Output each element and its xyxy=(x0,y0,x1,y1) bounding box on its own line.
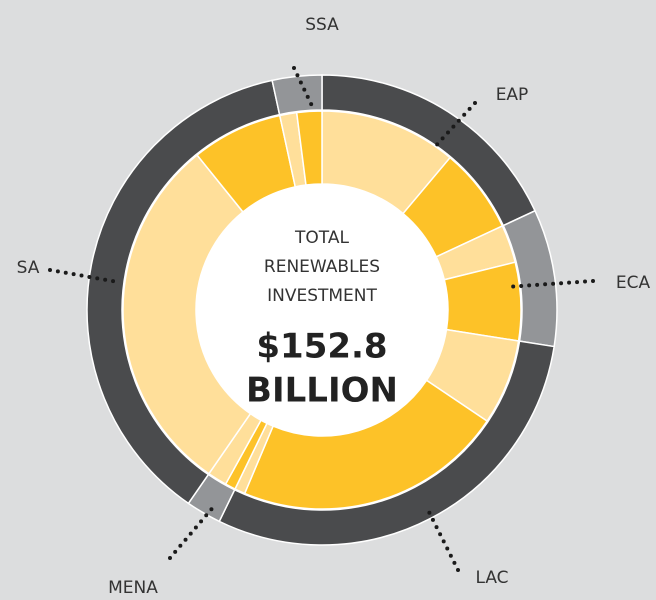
leader-line xyxy=(426,508,460,572)
category-label: MENA xyxy=(108,578,158,598)
center-value: BILLION xyxy=(246,371,398,411)
leader-line xyxy=(430,101,477,152)
center-value: $152.8 xyxy=(256,327,387,367)
category-label: SA xyxy=(17,258,40,278)
leader-line xyxy=(504,279,595,289)
center-circle xyxy=(196,184,448,436)
leader-line xyxy=(48,268,120,284)
category-label: SSA xyxy=(305,15,339,35)
outer-segment xyxy=(271,74,323,116)
center-label: RENEWABLES xyxy=(264,257,380,277)
leader-line xyxy=(168,503,217,560)
center-label: TOTAL xyxy=(294,228,349,248)
category-label: LAC xyxy=(475,568,508,588)
leader-line xyxy=(292,66,315,110)
center-label: INVESTMENT xyxy=(267,286,377,306)
category-label: EAP xyxy=(496,85,529,105)
category-label: ECA xyxy=(616,273,651,293)
